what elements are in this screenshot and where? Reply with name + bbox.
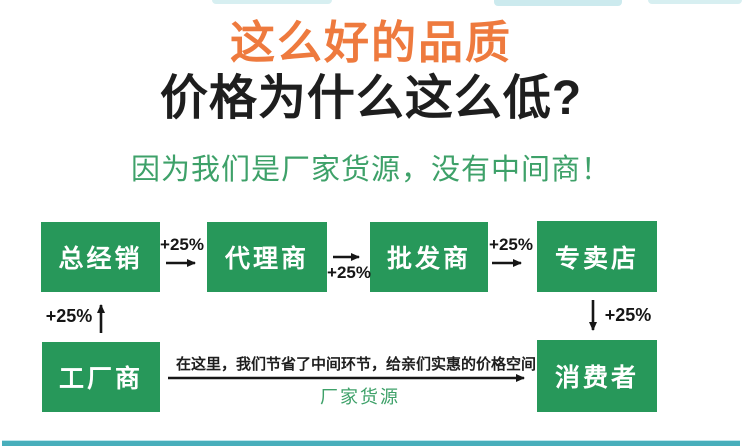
node-specialty-store: 专卖店 <box>537 221 657 292</box>
savings-note: 在这里，我们节省了中间环节，给亲们实惠的价格空间 <box>176 356 537 373</box>
factory-source-label: 厂家货源 <box>320 387 400 407</box>
node-agent: 代理商 <box>207 222 327 292</box>
markup-label-3: +25% <box>489 235 533 254</box>
node-label: 批发商 <box>386 245 471 273</box>
headline-price-question: 价格为什么这么低? <box>159 72 583 125</box>
node-wholesaler: 批发商 <box>370 222 488 292</box>
markup-label-factory-up: +25% <box>45 306 93 326</box>
node-label: 总经销 <box>58 245 143 273</box>
markup-label-1: +25% <box>160 235 204 254</box>
markup-label-store-down: +25% <box>604 305 652 325</box>
node-label: 工厂商 <box>58 365 143 393</box>
node-label: 专卖店 <box>554 244 639 273</box>
top-edge-decoration <box>212 0 332 4</box>
bottom-divider-bar <box>2 440 740 446</box>
markup-label-2: +25% <box>327 263 371 282</box>
top-edge-decoration <box>494 0 622 6</box>
headline-quality: 这么好的品质 <box>229 17 512 68</box>
node-label: 消费者 <box>554 364 639 392</box>
node-label: 代理商 <box>224 245 309 273</box>
top-edge-decoration <box>648 0 742 4</box>
node-general-distributor: 总经销 <box>41 222 160 292</box>
node-factory: 工厂商 <box>42 342 160 412</box>
node-consumer: 消费者 <box>537 340 657 412</box>
subtitle-factory-source: 因为我们是厂家货源，没有中间商！ <box>130 154 611 186</box>
